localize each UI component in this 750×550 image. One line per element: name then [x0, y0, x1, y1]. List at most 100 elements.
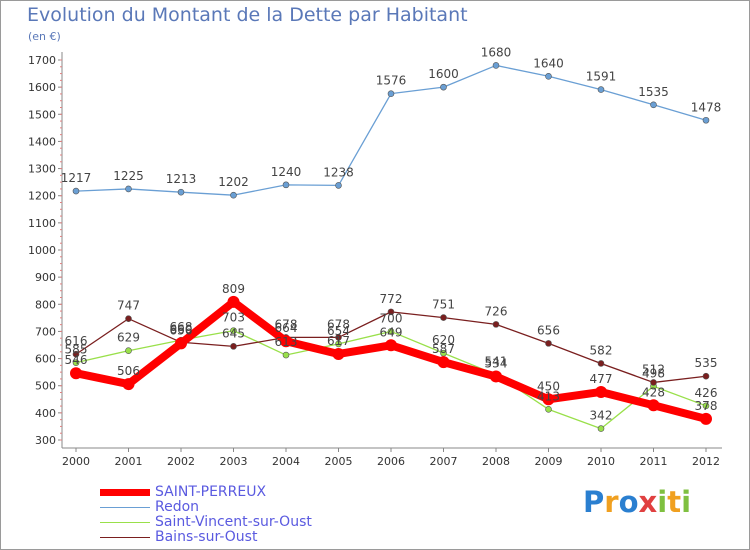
y-tick-label: 1300	[28, 163, 56, 176]
data-point	[125, 315, 132, 322]
data-label: 668	[170, 320, 193, 334]
data-label: 534	[485, 356, 508, 370]
data-point	[647, 399, 660, 412]
data-label: 450	[537, 379, 560, 393]
data-label: 645	[222, 326, 245, 340]
y-tick-label: 600	[35, 353, 56, 366]
data-point	[177, 188, 185, 196]
data-label: 1202	[218, 175, 249, 189]
data-label: 617	[327, 334, 350, 348]
data-point	[230, 191, 237, 199]
y-tick-label: 400	[35, 407, 56, 420]
data-point	[440, 83, 447, 91]
data-label: 703	[222, 311, 245, 325]
data-label: 512	[642, 362, 665, 376]
data-label: 506	[117, 364, 140, 378]
legend-swatch	[100, 507, 150, 508]
data-point	[282, 181, 290, 189]
x-tick-label: 2007	[430, 455, 458, 468]
x-tick-label: 2005	[325, 455, 353, 468]
data-point	[440, 314, 447, 321]
data-point	[332, 347, 345, 360]
logo-letter: P	[583, 485, 605, 519]
data-label: 700	[380, 311, 403, 325]
data-label: 649	[380, 325, 403, 339]
data-label: 535	[695, 356, 718, 370]
y-tick-label: 700	[35, 325, 56, 338]
logo-letter: i	[657, 485, 668, 519]
data-label: 587	[432, 342, 455, 356]
data-label: 1240	[271, 165, 302, 179]
data-label: 1600	[428, 67, 459, 81]
data-point	[335, 182, 342, 189]
data-point	[125, 185, 132, 193]
data-point	[545, 406, 552, 413]
data-point	[72, 350, 80, 358]
data-label: 1213	[166, 172, 197, 186]
data-point	[702, 372, 710, 380]
data-point	[597, 86, 605, 93]
data-point	[230, 343, 237, 350]
data-point	[335, 334, 342, 341]
data-point	[597, 425, 605, 432]
data-point	[492, 321, 500, 328]
x-tick-label: 2011	[640, 455, 668, 468]
x-tick-label: 2002	[167, 455, 195, 468]
data-point	[387, 328, 395, 335]
data-point	[72, 359, 80, 366]
data-label: 1680	[481, 45, 512, 59]
data-point	[437, 356, 450, 369]
data-label: 613	[275, 335, 298, 349]
data-label: 678	[327, 317, 350, 331]
legend-swatch	[100, 522, 150, 523]
data-label: 378	[695, 399, 718, 413]
data-label: 629	[117, 331, 140, 345]
data-point	[595, 385, 607, 398]
y-tick-label: 1700	[28, 54, 56, 67]
data-point	[72, 187, 80, 195]
y-tick-label: 900	[35, 271, 56, 284]
data-label: 1576	[376, 74, 407, 88]
data-label: 546	[65, 353, 88, 367]
data-point	[545, 340, 552, 347]
legend-label: Bains-sur-Oust	[155, 529, 258, 545]
legend-swatch	[100, 537, 150, 538]
x-tick-label: 2001	[115, 455, 143, 468]
data-label: 413	[537, 389, 560, 403]
logo-letter: i	[681, 485, 692, 519]
y-tick-label: 1100	[28, 217, 56, 230]
data-point	[175, 337, 187, 350]
data-label: 747	[117, 299, 140, 313]
logo-letter: r	[604, 485, 619, 519]
data-label: 541	[485, 355, 508, 369]
data-label: 498	[642, 366, 665, 380]
x-tick-label: 2012	[692, 455, 720, 468]
y-tick-label: 1200	[28, 190, 56, 203]
x-tick-label: 2006	[377, 455, 405, 468]
data-point	[125, 347, 132, 355]
y-tick-label: 800	[35, 298, 56, 311]
data-label: 772	[380, 292, 403, 306]
data-label: 342	[590, 409, 613, 423]
legend-label: Saint-Vincent-sur-Oust	[155, 514, 312, 530]
data-label: 726	[485, 304, 508, 318]
chart-title: Evolution du Montant de la Dette par Hab…	[27, 4, 468, 26]
data-point	[597, 360, 605, 367]
legend-swatch	[100, 489, 150, 496]
x-tick-label: 2003	[220, 455, 248, 468]
data-label: 582	[590, 343, 613, 357]
data-label: 656	[170, 323, 193, 337]
y-tick-label: 1500	[28, 108, 56, 121]
data-label: 616	[65, 334, 88, 348]
data-point	[387, 308, 395, 316]
data-label: 1217	[61, 171, 92, 185]
y-tick-label: 300	[35, 434, 56, 447]
data-point	[545, 72, 552, 80]
data-point	[122, 378, 135, 391]
y-tick-label: 1000	[28, 244, 56, 257]
data-point	[70, 367, 82, 380]
data-label: 1225	[113, 169, 144, 183]
data-label: 1238	[323, 165, 354, 179]
